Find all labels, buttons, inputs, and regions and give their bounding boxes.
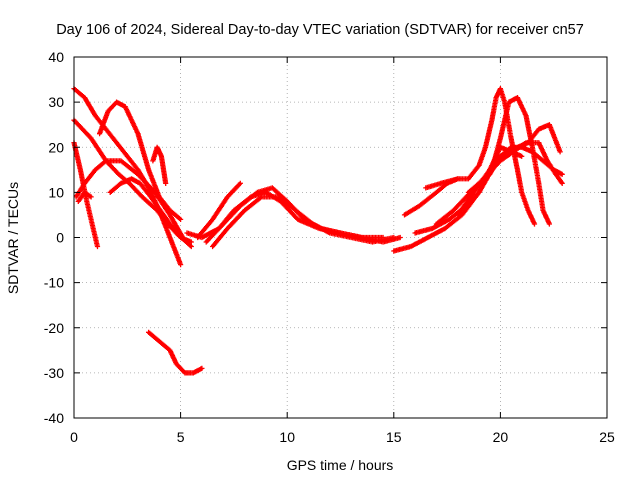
series-arc-h: [150, 144, 169, 186]
series-arc-e: [107, 176, 194, 250]
x-tick-label: 10: [279, 429, 295, 445]
data-points: [107, 176, 194, 250]
series-arc-i: [146, 329, 205, 376]
x-axis-label: GPS time / hours: [287, 457, 394, 473]
axis-ticks: 0 5 10 15 20 25 -40 -30 -20 -10 0 10 20 30 40: [44, 49, 615, 445]
y-axis-label: SDTVAR / TECUs: [5, 182, 21, 294]
series-arc-s: [465, 144, 565, 195]
x-tick-label: 5: [177, 429, 185, 445]
series-arc-o: [401, 86, 538, 227]
data-points: [210, 194, 397, 250]
x-tick-label: 25: [599, 429, 615, 445]
data-marks: [71, 86, 565, 376]
data-points: [465, 144, 565, 195]
y-tick-label: 0: [56, 230, 64, 246]
y-tick-label: -40: [44, 410, 64, 426]
data-points: [150, 144, 169, 186]
y-tick-label: 40: [48, 49, 64, 65]
data-points: [423, 176, 461, 191]
chart-title: Day 106 of 2024, Sidereal Day-to-day VTE…: [56, 22, 584, 38]
y-tick-label: 30: [48, 94, 64, 110]
series-arc-l: [195, 180, 243, 241]
series-arc-g: [75, 189, 94, 204]
data-points: [146, 329, 205, 376]
y-tick-label: -20: [44, 320, 64, 336]
y-tick-label: 10: [48, 184, 64, 200]
data-points: [195, 180, 243, 241]
series-arc-d: [97, 99, 184, 222]
y-tick-label: -30: [44, 365, 64, 381]
data-points: [75, 189, 94, 204]
x-tick-label: 20: [493, 429, 509, 445]
data-points: [401, 86, 538, 227]
series-arc-m: [210, 194, 397, 250]
series-arc-t: [423, 176, 461, 191]
data-points: [97, 99, 184, 222]
x-tick-label: 0: [70, 429, 78, 445]
x-tick-label: 15: [386, 429, 402, 445]
y-tick-label: -10: [44, 275, 64, 291]
y-tick-label: 20: [48, 139, 64, 155]
